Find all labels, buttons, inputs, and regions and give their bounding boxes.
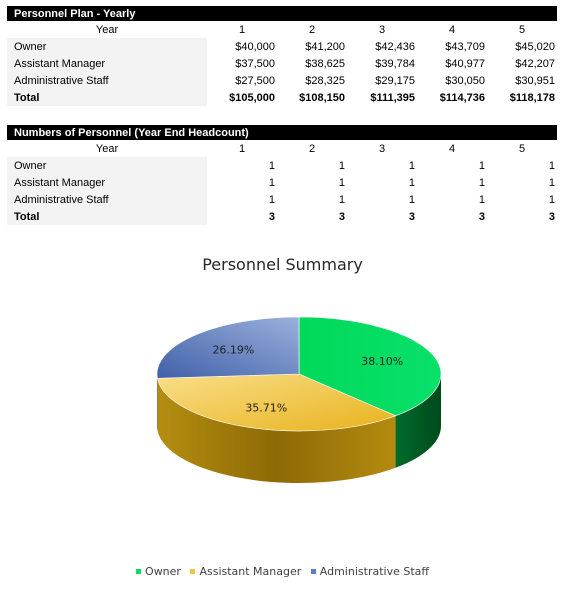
plan-year-3: 3 (378, 23, 386, 36)
cell: $114,736 (439, 91, 485, 104)
legend-label: Administrative Staff (319, 565, 429, 578)
cell: $42,207 (515, 57, 555, 70)
cell: $43,709 (445, 40, 485, 53)
cell: $38,625 (305, 57, 345, 70)
cell: 3 (478, 210, 485, 223)
pie-label-administrative-staff: 26.19% (212, 344, 254, 357)
plan-year-1: 1 (238, 23, 246, 36)
total-row: Total 3 3 3 3 3 (7, 208, 557, 225)
cell: 1 (548, 159, 555, 172)
headcount-year-2: 2 (308, 142, 316, 155)
pie-slice-administrative-staff (156, 316, 300, 379)
headcount-header-row: Year 1 2 3 4 5 (7, 140, 557, 157)
table-row: Assistant Manager $37,500 $38,625 $39,78… (7, 55, 557, 72)
row-label: Owner (7, 157, 207, 174)
cell: 1 (338, 159, 345, 172)
headcount-year-5: 5 (518, 142, 526, 155)
cell: 1 (338, 176, 345, 189)
cell: $29,175 (375, 74, 415, 87)
cell: 1 (408, 176, 415, 189)
total-label: Total (7, 208, 207, 225)
pie-slice-owner (298, 316, 442, 417)
personnel-plan-title: Personnel Plan - Yearly (7, 6, 557, 21)
row-label: Administrative Staff (7, 72, 207, 89)
row-label: Assistant Manager (7, 55, 207, 72)
cell: $40,977 (445, 57, 485, 70)
legend-swatch-assistant-manager (190, 568, 196, 574)
table-row: Owner 1 1 1 1 1 (7, 157, 557, 174)
row-label: Administrative Staff (7, 191, 207, 208)
cell: $30,050 (445, 74, 485, 87)
pie-label-assistant-manager: 35.71% (245, 401, 287, 414)
legend-item-assistant-manager: Assistant Manager (190, 565, 301, 578)
cell: 1 (478, 159, 485, 172)
legend-label: Assistant Manager (199, 565, 302, 578)
cell: $42,436 (375, 40, 415, 53)
cell: $37,500 (235, 57, 275, 70)
cell: 1 (478, 176, 485, 189)
cell: 1 (408, 193, 415, 206)
cell: 3 (338, 210, 345, 223)
pie-tops (156, 316, 442, 432)
headcount-year-4: 4 (448, 142, 456, 155)
cell: $118,178 (509, 91, 555, 104)
legend-label: Owner (145, 565, 181, 578)
cell: 1 (268, 193, 275, 206)
cell: 1 (268, 159, 275, 172)
total-row: Total $105,000 $108,150 $111,395 $114,73… (7, 89, 557, 106)
cell: 1 (338, 193, 345, 206)
cell: 1 (478, 193, 485, 206)
personnel-plan-table: Personnel Plan - Yearly Year 1 2 3 4 5 O… (7, 6, 557, 106)
legend-item-owner: Owner (136, 565, 181, 578)
total-label: Total (7, 89, 207, 106)
headcount-title: Numbers of Personnel (Year End Headcount… (7, 125, 557, 140)
headcount-year-3: 3 (378, 142, 386, 155)
pie-side-owner (395, 374, 441, 468)
table-row: Administrative Staff 1 1 1 1 1 (7, 191, 557, 208)
pie-labels: 38.10% 35.71% 26.19% (212, 344, 403, 415)
table-row: Administrative Staff $27,500 $28,325 $29… (7, 72, 557, 89)
cell: 3 (408, 210, 415, 223)
plan-year-2: 2 (308, 23, 316, 36)
headcount-year-label: Year (95, 142, 119, 155)
cell: 1 (268, 176, 275, 189)
cell: $108,150 (299, 91, 345, 104)
headcount-table: Numbers of Personnel (Year End Headcount… (7, 125, 557, 225)
cell: $105,000 (229, 91, 275, 104)
table-row: Assistant Manager 1 1 1 1 1 (7, 174, 557, 191)
cell: 1 (548, 176, 555, 189)
pie-label-owner: 38.10% (361, 355, 403, 368)
cell: 1 (408, 159, 415, 172)
cell: $111,395 (370, 91, 415, 104)
legend-swatch-owner (136, 568, 142, 574)
plan-year-label: Year (95, 23, 119, 36)
headcount-year-1: 1 (238, 142, 246, 155)
cell: $40,000 (235, 40, 275, 53)
chart-legend: Owner Assistant Manager Administrative S… (0, 565, 565, 578)
cell: 3 (268, 210, 275, 223)
cell: 3 (548, 210, 555, 223)
chart-title: Personnel Summary (202, 255, 363, 274)
legend-item-administrative-staff: Administrative Staff (310, 565, 429, 578)
table-row: Owner $40,000 $41,200 $42,436 $43,709 $4… (7, 38, 557, 55)
cell: $28,325 (305, 74, 345, 87)
plan-year-4: 4 (448, 23, 456, 36)
row-label: Assistant Manager (7, 174, 207, 191)
cell: $27,500 (235, 74, 275, 87)
cell: $45,020 (515, 40, 555, 53)
pie-sides (157, 374, 441, 484)
plan-header-row: Year 1 2 3 4 5 (7, 21, 557, 38)
pie-slice-assistant-manager (157, 373, 397, 432)
cell: 1 (548, 193, 555, 206)
cell: $39,784 (375, 57, 415, 70)
cell: $30,951 (515, 74, 555, 87)
row-label: Owner (7, 38, 207, 55)
legend-swatch-administrative-staff (310, 568, 316, 574)
cell: $41,200 (305, 40, 345, 53)
plan-year-5: 5 (518, 23, 526, 36)
pie-side-assistant-manager (157, 378, 396, 484)
